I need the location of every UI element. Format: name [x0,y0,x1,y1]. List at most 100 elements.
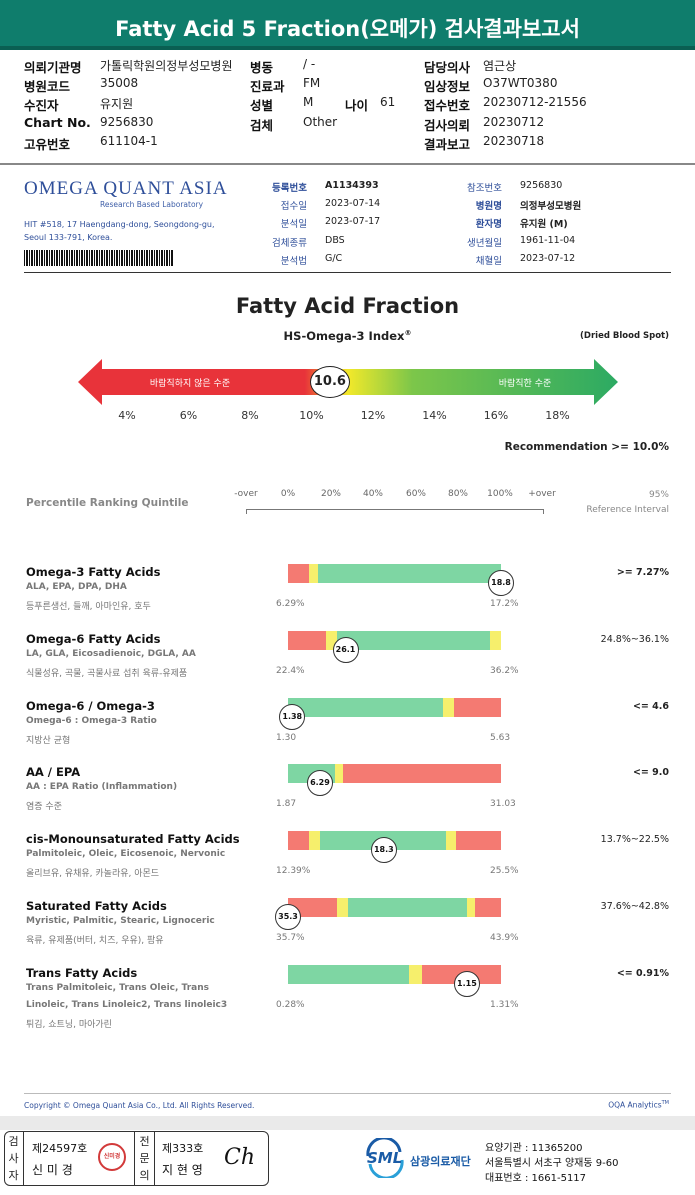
info-label: 고유번호 [24,137,71,152]
bar-segment [309,831,320,850]
bar-segment [334,764,344,783]
percentile-scale-label: 80% [447,489,468,499]
info-value: 20230712-21556 [483,95,587,109]
range-max: 31.03 [490,799,516,809]
bar-segment [490,631,501,650]
range-min: 0.28% [276,1000,305,1010]
percentile-scale-label: 20% [320,489,341,499]
info-value: FM [303,76,321,90]
examiner-name: 신 미 경 [32,1163,73,1177]
percentile-scale-label: 60% [405,489,426,499]
report-header-bar [0,0,695,50]
item-title: AA / EPA [26,765,81,779]
item-food-sources: 육류, 유제품(버터, 치즈, 우유), 팜유 [26,936,164,946]
index-tick-label: 6% [179,409,198,422]
index-tick-label: 18% [545,409,570,422]
info-label: 검체 [250,118,274,133]
detail-value: 9256830 [520,180,563,191]
detail-value: 1961-11-04 [520,235,576,246]
index-title: HS-Omega-3 Index® [0,329,695,343]
result-value-badge: 35.3 [275,904,301,930]
bar-segment [409,965,423,984]
info-label: 병동 [250,60,274,75]
bar-segment [445,831,457,850]
bar-segment [288,698,444,717]
percentile-scale-label: 40% [362,489,383,499]
recommendation: Recommendation >= 10.0% [504,441,669,453]
detail-label: 분석일 [280,219,307,230]
sml-logo-icon [366,1138,404,1178]
reference-interval: <= 0.91% [616,968,669,979]
info-label: 나이 [345,98,369,113]
detail-label: 등록번호 [272,183,307,194]
signature-box [4,1131,269,1186]
sample-type: (Dried Blood Spot) [580,331,669,341]
footer-divider [24,1093,671,1094]
reference-interval: 37.6%~42.8% [600,901,669,912]
item-title: Omega-6 Fatty Acids [26,632,161,646]
range-min: 35.7% [276,933,305,943]
info-label: 결과보고 [424,137,471,152]
detail-value: 2023-07-12 [520,253,576,264]
bar-segment [326,631,337,650]
bar-segment [317,564,501,583]
sml-code: 요양기관 : 11365200 [485,1143,583,1154]
percentile-title: Percentile Ranking Quintile [26,497,189,509]
item-components-2: Linoleic, Trans Linoleic2, Trans linolei… [26,1000,228,1010]
sml-phone: 대표번호 : 1661-5117 [485,1173,587,1184]
detail-label: 검체종류 [272,238,307,249]
omega3-index-value: 10.6 [309,366,350,398]
index-title-text: HS-Omega-3 Index [283,329,405,343]
range-min: 12.39% [276,866,311,876]
bar-segment [336,898,348,917]
ref-title-1: 95% [648,490,669,500]
item-components: ALA, EPA, DPA, DHA [26,582,127,592]
percentile-bar [288,898,501,917]
bar-segment [288,965,410,984]
reference-interval: <= 9.0 [632,767,669,778]
bar-segment [466,898,476,917]
item-components: Myristic, Palmitic, Stearic, Lignoceric [26,916,215,926]
lab-logo: OMEGA QUANT ASIA [24,178,228,199]
divider [0,163,695,165]
percentile-bar [288,698,501,717]
detail-value: A1134393 [325,180,379,191]
range-min: 1.30 [276,733,297,743]
analytics-label: OQA AnalyticsTM [608,1100,669,1110]
scale-tick [246,509,247,514]
bar-segment [347,898,467,917]
bar-segment [288,631,327,650]
reference-interval: <= 4.6 [632,701,669,712]
item-components: LA, GLA, Eicosadienoic, DGLA, AA [26,649,196,659]
item-components: AA : EPA Ratio (Inflammation) [26,782,178,792]
info-label: 담당의사 [424,60,471,75]
index-tick-label: 10% [299,409,324,422]
info-value: 유지원 [100,97,134,111]
info-value: 9256830 [100,115,154,129]
item-food-sources: 튀김, 쇼트닝, 마아가린 [26,1020,112,1030]
info-value: 20230718 [483,134,545,148]
ref-title-2: Reference Interval [586,505,669,515]
range-min: 6.29% [276,599,305,609]
result-value-badge: 6.29 [306,770,333,796]
specialist-name: 지 현 영 [162,1163,203,1177]
range-max: 1.31% [490,1000,519,1010]
info-label: 병원코드 [24,79,71,94]
examiner-license: 제24597호 [32,1142,88,1155]
result-value-badge: 26.1 [332,637,359,663]
bar-segment [336,631,491,650]
detail-value: 2023-07-17 [325,216,381,227]
percentile-scale-label: 0% [280,489,296,499]
divider [24,272,671,273]
range-min: 22.4% [276,666,305,676]
range-max: 25.5% [490,866,519,876]
bar-segment [443,698,455,717]
bar-segment [475,898,501,917]
section-title: Fatty Acid Fraction [235,294,460,318]
registered-mark: ® [404,329,412,338]
sml-address: 서울특별시 서초구 양재동 9-60 [485,1158,619,1169]
index-tick-label: 8% [241,409,259,422]
lab-address-1: HIT #518, 17 Haengdang-dong, Seongdong-g… [24,220,215,229]
item-components: Omega-6 : Omega-3 Ratio [26,716,157,726]
detail-label: 병원명 [475,201,502,212]
